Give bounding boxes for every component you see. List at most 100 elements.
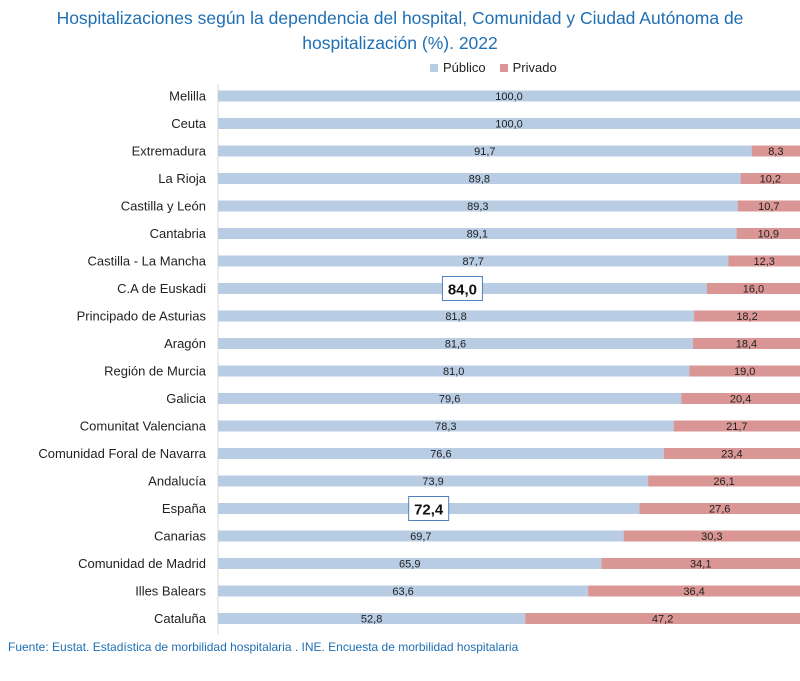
bar-publico-principado-de-asturias — [218, 310, 695, 322]
value-label-publico-andalucia: 73,9 — [422, 476, 443, 488]
category-label-melilla: Melilla — [169, 89, 207, 104]
category-label-principado-de-asturias: Principado de Asturias — [77, 309, 207, 324]
value-label-publico-cataluna: 52,8 — [361, 614, 382, 626]
category-label-comunidad-de-madrid: Comunidad de Madrid — [78, 556, 206, 571]
value-label-privado-region-de-murcia: 19,0 — [734, 366, 755, 378]
value-label-publico-comunidad-foral-de-navarra: 76,6 — [430, 449, 451, 461]
value-label-publico-comunitat-valenciana: 78,3 — [435, 421, 456, 433]
value-label-privado-comunitat-valenciana: 21,7 — [726, 421, 747, 433]
value-label-publico-illes-balears: 63,6 — [392, 586, 413, 598]
category-label-ceuta: Ceuta — [171, 116, 206, 131]
bar-publico-ceuta — [218, 118, 800, 129]
value-label-privado-castilla-y-leon: 10,7 — [758, 201, 779, 213]
value-label-publico-comunidad-de-madrid: 65,9 — [399, 559, 420, 571]
value-label-publico-espana: 72,4 — [414, 502, 444, 519]
bar-privado-espana — [639, 503, 800, 514]
value-label-publico-ceuta: 100,0 — [495, 119, 523, 131]
value-label-privado-cataluna: 47,2 — [652, 614, 673, 626]
bar-privado-castilla-y-leon — [737, 200, 800, 212]
value-label-privado-illes-balears: 36,4 — [683, 586, 704, 598]
value-label-publico-c-a-de-euskadi: 84,0 — [448, 282, 477, 299]
value-label-privado-c-a-de-euskadi: 16,0 — [743, 284, 764, 296]
category-label-espana: España — [162, 501, 207, 516]
value-label-publico-la-rioja: 89,8 — [469, 174, 490, 186]
chart-title: Hospitalizaciones según la dependencia d… — [0, 6, 800, 56]
bar-privado-extremadura — [751, 145, 800, 157]
value-label-privado-castilla-la-mancha: 12,3 — [753, 256, 774, 268]
legend-item-publico: Público — [430, 60, 486, 75]
chart-title-line-2: hospitalización (%). 2022 — [302, 33, 498, 53]
legend-label-privado: Privado — [512, 60, 557, 75]
category-label-la-rioja: La Rioja — [158, 171, 206, 186]
highlight-box-espana — [408, 496, 450, 521]
category-label-cataluna: Cataluña — [154, 611, 207, 626]
bar-privado-aragon — [692, 338, 800, 349]
category-label-illes-balears: Illes Balears — [135, 584, 206, 599]
bar-privado-andalucia — [648, 475, 800, 487]
value-label-privado-la-rioja: 10,2 — [760, 174, 781, 186]
bar-publico-region-de-murcia — [218, 365, 690, 377]
category-label-region-de-murcia: Región de Murcia — [104, 364, 207, 379]
bar-publico-comunidad-foral-de-navarra — [218, 448, 664, 459]
bar-publico-la-rioja — [218, 173, 741, 184]
bar-publico-comunitat-valenciana — [218, 420, 674, 432]
category-label-canarias: Canarias — [154, 529, 207, 544]
bar-privado-cataluna — [525, 613, 800, 624]
category-label-galicia: Galicia — [166, 391, 207, 406]
bar-privado-comunidad-de-madrid — [601, 558, 800, 569]
bar-privado-castilla-la-mancha — [728, 255, 800, 267]
bar-privado-c-a-de-euskadi — [706, 283, 800, 294]
value-label-privado-principado-de-asturias: 18,2 — [736, 311, 757, 323]
bar-privado-comunidad-foral-de-navarra — [663, 448, 800, 459]
value-label-publico-melilla: 100,0 — [495, 91, 523, 103]
value-label-publico-cantabria: 89,1 — [467, 229, 488, 241]
legend-item-privado: Privado — [499, 60, 557, 75]
value-label-publico-canarias: 69,7 — [410, 531, 431, 543]
highlight-box-c-a-de-euskadi — [441, 276, 483, 301]
bar-publico-andalucia — [218, 475, 649, 487]
bar-publico-galicia — [218, 393, 682, 404]
category-label-castilla-y-leon: Castilla y León — [121, 199, 206, 214]
bar-publico-aragon — [218, 338, 693, 349]
category-label-castilla-la-mancha: Castilla - La Mancha — [88, 254, 207, 269]
bar-privado-comunitat-valenciana — [673, 420, 800, 432]
legend-label-publico: Público — [443, 60, 486, 75]
value-label-privado-extremadura: 8,3 — [768, 146, 783, 158]
value-label-privado-andalucia: 26,1 — [713, 476, 734, 488]
value-label-publico-principado-de-asturias: 81,8 — [445, 311, 466, 323]
category-label-extremadura: Extremadura — [132, 144, 207, 159]
legend-swatch-publico — [430, 63, 438, 72]
bar-publico-extremadura — [218, 145, 752, 157]
value-label-publico-region-de-murcia: 81,0 — [443, 366, 464, 378]
value-label-privado-cantabria: 10,9 — [758, 229, 779, 241]
bar-publico-illes-balears — [218, 585, 589, 597]
value-label-publico-aragon: 81,6 — [445, 339, 466, 351]
bar-publico-cataluna — [218, 613, 526, 624]
bar-privado-galicia — [681, 393, 800, 404]
bar-privado-illes-balears — [588, 585, 800, 597]
bar-privado-cantabria — [736, 228, 800, 239]
value-label-publico-extremadura: 91,7 — [474, 146, 495, 158]
bar-publico-comunidad-de-madrid — [218, 558, 602, 569]
value-label-publico-galicia: 79,6 — [439, 394, 460, 406]
bar-publico-melilla — [218, 90, 800, 102]
bar-publico-castilla-y-leon — [218, 200, 738, 212]
source-note: Fuente: Eustat. Estadística de morbilida… — [8, 640, 519, 654]
category-label-comunitat-valenciana: Comunitat Valenciana — [80, 419, 207, 434]
bar-publico-canarias — [218, 530, 624, 542]
value-label-privado-espana: 27,6 — [709, 504, 730, 516]
bar-privado-canarias — [623, 530, 800, 542]
category-label-aragon: Aragón — [164, 336, 206, 351]
chart-title-line-1: Hospitalizaciones según la dependencia d… — [56, 8, 744, 28]
value-label-privado-aragon: 18,4 — [736, 339, 757, 351]
value-label-privado-canarias: 30,3 — [701, 531, 722, 543]
value-label-privado-galicia: 20,4 — [730, 394, 751, 406]
bar-privado-region-de-murcia — [689, 365, 800, 377]
bar-privado-la-rioja — [740, 173, 800, 184]
bar-privado-principado-de-asturias — [694, 310, 800, 322]
value-label-privado-comunidad-de-madrid: 34,1 — [690, 559, 711, 571]
bar-publico-cantabria — [218, 228, 737, 239]
legend-swatch-privado — [499, 63, 508, 72]
value-label-publico-castilla-y-leon: 89,3 — [467, 201, 488, 213]
